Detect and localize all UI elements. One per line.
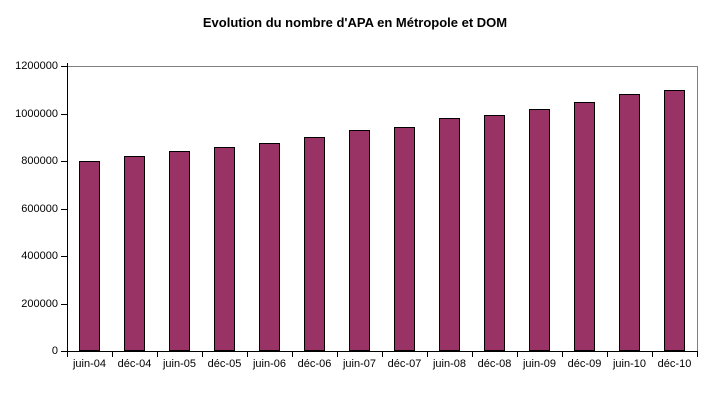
bar xyxy=(349,130,370,351)
x-tick-mark xyxy=(112,352,113,357)
x-axis-label: juin-10 xyxy=(612,358,647,370)
x-axis-label: déc-07 xyxy=(387,358,422,370)
x-tick-mark xyxy=(427,352,428,357)
y-tick-mark xyxy=(61,304,67,305)
x-axis-label: juin-06 xyxy=(252,358,287,370)
y-axis-label: 0 xyxy=(51,345,58,357)
bar xyxy=(79,161,100,351)
x-axis-label: juin-05 xyxy=(162,358,197,370)
y-tick-mark xyxy=(61,351,67,352)
bar xyxy=(394,127,415,351)
bar xyxy=(664,90,685,351)
x-tick-mark xyxy=(292,352,293,357)
bar xyxy=(214,147,235,351)
y-tick-mark xyxy=(61,256,67,257)
y-tick-mark xyxy=(61,66,67,67)
plot-area xyxy=(67,66,697,351)
y-axis-label: 1200000 xyxy=(15,60,58,72)
x-tick-mark xyxy=(67,352,68,357)
y-tick-mark xyxy=(61,209,67,210)
y-axis-label: 400000 xyxy=(21,250,58,262)
bar xyxy=(619,94,640,351)
x-tick-mark xyxy=(382,352,383,357)
x-tick-mark xyxy=(202,352,203,357)
x-axis-label: juin-09 xyxy=(522,358,557,370)
plot-border-right xyxy=(697,66,698,351)
bar xyxy=(169,151,190,351)
x-axis-label: juin-07 xyxy=(342,358,377,370)
bar xyxy=(259,143,280,351)
bar xyxy=(529,109,550,351)
x-tick-mark xyxy=(247,352,248,357)
x-axis-label: déc-06 xyxy=(297,358,332,370)
x-axis-label: déc-05 xyxy=(207,358,242,370)
x-axis-label: déc-09 xyxy=(567,358,602,370)
plot-border-top xyxy=(68,66,698,67)
chart-title: Evolution du nombre d'APA en Métropole e… xyxy=(202,15,508,30)
bar xyxy=(124,156,145,351)
x-tick-mark xyxy=(517,352,518,357)
y-axis-label: 800000 xyxy=(21,155,58,167)
y-axis-line xyxy=(67,63,68,352)
y-tick-mark xyxy=(61,161,67,162)
bar xyxy=(484,115,505,351)
x-tick-mark xyxy=(697,352,698,357)
x-axis-label: déc-10 xyxy=(657,358,692,370)
y-axis-label: 1000000 xyxy=(15,108,58,120)
x-axis-label: déc-08 xyxy=(477,358,512,370)
x-axis-label: déc-04 xyxy=(117,358,152,370)
x-tick-mark xyxy=(472,352,473,357)
y-axis-label: 200000 xyxy=(21,298,58,310)
x-axis-label: juin-04 xyxy=(72,358,107,370)
y-tick-mark xyxy=(61,114,67,115)
y-axis-label: 600000 xyxy=(21,203,58,215)
x-tick-mark xyxy=(652,352,653,357)
x-tick-mark xyxy=(607,352,608,357)
x-tick-mark xyxy=(337,352,338,357)
x-tick-mark xyxy=(562,352,563,357)
bar xyxy=(304,137,325,351)
x-axis-label: juin-08 xyxy=(432,358,467,370)
x-axis-line xyxy=(67,351,698,352)
bar xyxy=(439,118,460,351)
x-tick-mark xyxy=(157,352,158,357)
bar xyxy=(574,102,595,351)
